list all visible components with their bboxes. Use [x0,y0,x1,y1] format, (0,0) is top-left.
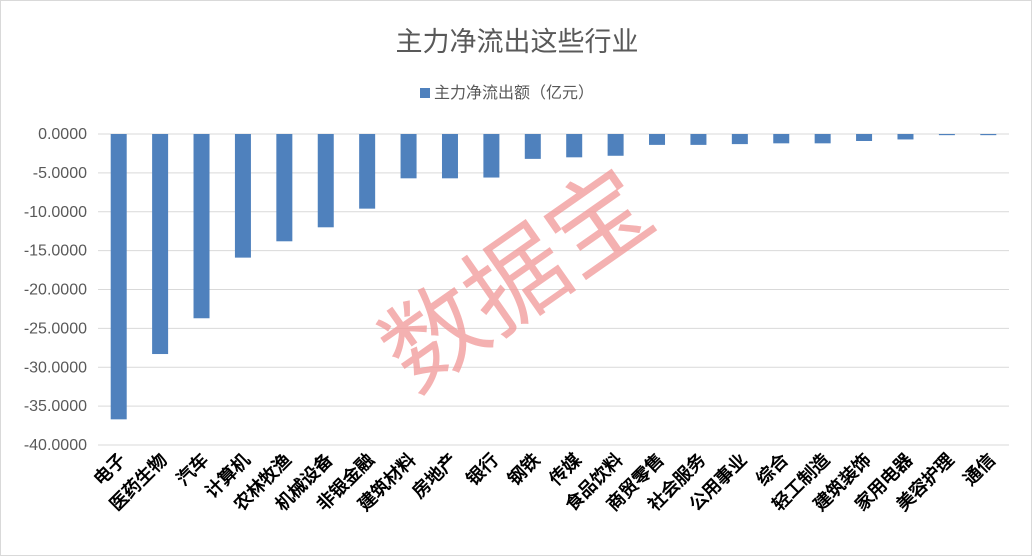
bar [607,134,624,156]
legend: 主力净流出额（亿元） [420,83,594,102]
x-category-label: 房地产 [408,449,462,503]
bar [276,134,293,242]
bar [441,134,458,179]
y-tick-label: -15.0000 [24,243,87,260]
bar [524,134,541,159]
x-category-label: 银行 [462,449,503,490]
bar [731,134,748,145]
bar [649,134,666,145]
bar [897,134,914,140]
bar [938,134,955,136]
y-tick-label: -30.0000 [24,359,87,376]
bar [193,134,210,319]
y-tick-label: -35.0000 [24,398,87,415]
bar [483,134,500,178]
y-tick-label: -5.0000 [33,165,87,182]
bars [110,134,997,420]
bar [566,134,583,158]
y-axis-ticks: 0.0000 -5.0000 -10.0000 -15.0000 -20.0000 -25… [24,126,87,454]
legend-swatch [420,88,430,98]
bar [234,134,251,258]
bar [814,134,831,144]
bar [359,134,376,209]
bar [856,134,873,141]
x-category-label: 钢铁 [503,449,544,490]
y-tick-label: 0.0000 [38,126,87,143]
bar [152,134,169,355]
y-tick-label: -40.0000 [24,437,87,454]
chart-title: 主力净流出这些行业 [396,27,639,58]
x-category-label: 通信 [959,449,1000,490]
bar [980,134,997,136]
y-tick-label: -20.0000 [24,282,87,299]
bar [400,134,417,179]
bar [690,134,707,145]
bar [773,134,790,144]
y-tick-label: -10.0000 [24,204,87,221]
y-tick-label: -25.0000 [24,320,87,337]
watermark: 数据宝 [360,146,673,414]
bar [317,134,334,228]
bar [110,134,127,420]
legend-label: 主力净流出额（亿元） [434,83,594,102]
